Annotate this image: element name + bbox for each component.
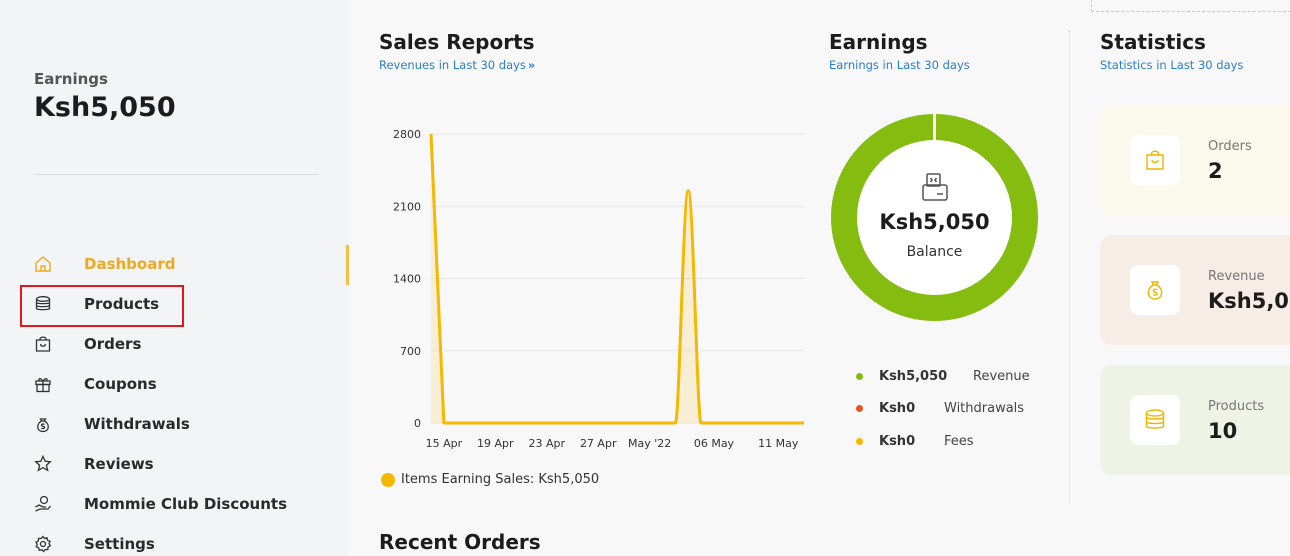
card-value: Ksh5,050 — [1208, 289, 1290, 313]
double-chevron-right-icon: » — [527, 58, 536, 72]
stat-card-orders[interactable]: Orders 2 — [1100, 105, 1290, 215]
bag-icon — [1146, 150, 1164, 170]
sidebar-item-coupons[interactable]: Coupons — [0, 364, 349, 404]
sidebar: Earnings Ksh5,050 Dashboard Products Ord… — [0, 0, 349, 556]
earnings-row-fees: Ksh0 Fees — [856, 432, 974, 450]
sales-legend-label: Items Earning Sales: Ksh5,050 — [401, 472, 600, 487]
sidebar-item-label: Coupons — [84, 375, 157, 393]
withdrawals-name: Withdrawals — [944, 400, 1025, 416]
revenue-dot — [856, 372, 863, 380]
earnings-donut-chart: Ksh5,050 Balance — [831, 114, 1038, 321]
earnings-row-revenue: Ksh5,050 Revenue — [856, 367, 1030, 385]
gear-icon — [35, 535, 52, 553]
revenue-amount: Ksh5,050 — [879, 368, 948, 384]
card-value: 10 — [1208, 419, 1238, 443]
earnings-title: Earnings — [829, 30, 928, 54]
sidebar-divider — [34, 174, 319, 175]
sales-report-title: Sales Reports — [379, 30, 535, 54]
earnings-value: Ksh5,050 — [34, 92, 176, 123]
money-bag-icon — [37, 418, 49, 433]
withdrawals-dot — [856, 404, 863, 412]
earnings-subtitle: Earnings in Last 30 days — [829, 58, 970, 72]
x-tick-label: 19 Apr — [477, 437, 514, 450]
card-icon-box — [1130, 395, 1180, 445]
sales-line — [429, 133, 804, 425]
x-tick-label: 23 Apr — [528, 437, 565, 450]
active-indicator — [346, 245, 349, 285]
card-icon-box — [1130, 265, 1180, 315]
legend-marker — [381, 472, 395, 487]
sales-legend[interactable]: Items Earning Sales: Ksh5,050 — [381, 472, 599, 487]
database-icon — [1145, 409, 1165, 429]
bag-icon — [35, 336, 51, 352]
revenue-name: Revenue — [973, 368, 1030, 384]
sidebar-nav: Dashboard Products Orders Coupons Withdr… — [0, 244, 349, 556]
sidebar-item-label: Reviews — [84, 455, 154, 473]
x-tick-label: 06 May — [694, 437, 735, 450]
sales-chart: 0 700 1400 2100 2800 15 Apr 19 Apr 23 Apr 27 Apr… — [393, 128, 804, 450]
balance-value: Ksh5,050 — [879, 210, 990, 234]
gift-icon — [35, 378, 51, 393]
x-tick-label: 15 Apr — [426, 437, 463, 450]
y-tick-label: 2100 — [393, 200, 421, 213]
y-tick-label: 2800 — [393, 128, 421, 141]
sidebar-item-withdrawals[interactable]: Withdrawals — [0, 404, 349, 444]
x-tick-label: 27 Apr — [580, 437, 617, 450]
card-label: Products — [1208, 399, 1265, 414]
sidebar-item-settings[interactable]: Settings — [0, 524, 349, 556]
balance-label: Balance — [906, 244, 963, 260]
sidebar-item-label: Settings — [84, 535, 155, 553]
sidebar-item-orders[interactable]: Orders — [0, 324, 349, 364]
recent-orders-title: Recent Orders — [379, 530, 541, 554]
sidebar-item-label: Orders — [84, 335, 142, 353]
dashed-placeholder — [1091, 0, 1290, 12]
donut-gap — [933, 114, 936, 142]
statistics-subtitle: Statistics in Last 30 days — [1100, 58, 1244, 72]
donut-center: Ksh5,050 Balance — [857, 140, 1012, 295]
sidebar-item-label: Products — [84, 295, 160, 313]
sales-report-subtitle: Revenues in Last 30 days — [379, 58, 526, 72]
y-tick-label: 700 — [400, 345, 421, 358]
hand-coin-icon — [35, 495, 51, 512]
y-tick-label: 0 — [414, 417, 421, 430]
home-icon — [35, 256, 51, 272]
y-tick-label: 1400 — [393, 273, 421, 286]
sidebar-item-products[interactable]: Products — [0, 284, 349, 324]
stat-card-revenue[interactable]: Revenue Ksh5,050 — [1100, 235, 1290, 345]
money-bag-icon — [1147, 281, 1163, 300]
sidebar-item-label: Mommie Club Discounts — [84, 495, 287, 513]
sidebar-item-label: Withdrawals — [84, 415, 190, 433]
star-icon — [34, 455, 52, 472]
x-tick-label: 11 May — [758, 437, 799, 450]
earnings-label: Earnings — [34, 70, 108, 88]
sidebar-item-label: Dashboard — [84, 255, 176, 273]
sidebar-item-dashboard[interactable]: Dashboard — [0, 244, 349, 284]
fees-dot — [856, 437, 863, 445]
withdrawals-amount: Ksh0 — [879, 400, 916, 416]
stat-card-products[interactable]: Products 10 — [1100, 365, 1290, 475]
highlight-box — [20, 285, 184, 327]
x-tick-label: May '22 — [628, 437, 671, 450]
sidebar-item-reviews[interactable]: Reviews — [0, 444, 349, 484]
card-label: Revenue — [1208, 269, 1265, 284]
earnings-row-withdrawals: Ksh0 Withdrawals — [856, 399, 1024, 417]
card-value: 2 — [1208, 159, 1223, 183]
card-icon-box — [1130, 135, 1180, 185]
statistics-title: Statistics — [1100, 30, 1206, 54]
section-divider — [1069, 30, 1070, 504]
wallet-icon — [922, 173, 948, 201]
database-icon — [35, 296, 51, 311]
sales-report-subtitle-link[interactable]: Revenues in Last 30 days» — [379, 58, 535, 72]
sidebar-item-mommie-club-discounts[interactable]: Mommie Club Discounts — [0, 484, 349, 524]
fees-name: Fees — [944, 433, 974, 449]
fees-amount: Ksh0 — [879, 433, 916, 449]
card-label: Orders — [1208, 139, 1252, 154]
